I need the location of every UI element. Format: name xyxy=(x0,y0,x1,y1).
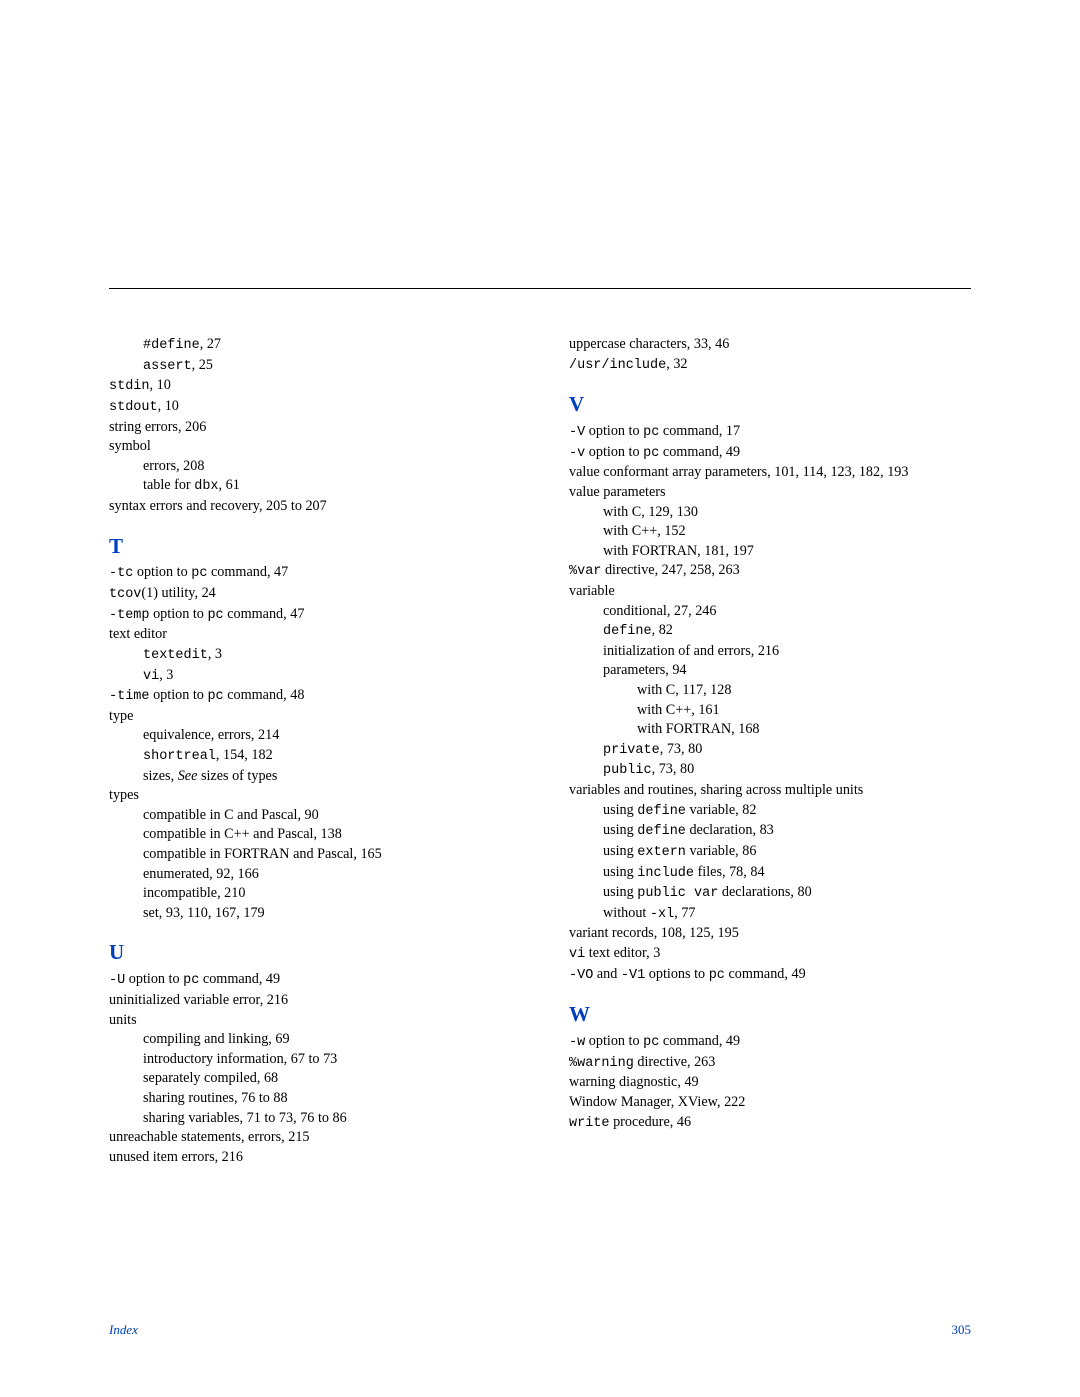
index-entry: errors, 208 xyxy=(109,457,511,477)
index-entry: types xyxy=(109,786,511,806)
index-entry: string errors, 206 xyxy=(109,418,511,438)
index-entry: variable xyxy=(569,582,971,602)
index-entry: value parameters xyxy=(569,483,971,503)
index-entry: /usr/include, 32 xyxy=(569,355,971,376)
index-entry: introductory information, 67 to 73 xyxy=(109,1050,511,1070)
index-entry: with FORTRAN, 168 xyxy=(569,720,971,740)
col2-W: -w option to pc command, 49%warning dire… xyxy=(569,1032,971,1133)
index-entry: sharing variables, 71 to 73, 76 to 86 xyxy=(109,1109,511,1129)
index-entry: using public var declarations, 80 xyxy=(569,883,971,904)
index-entry: using define declaration, 83 xyxy=(569,821,971,842)
col2-pre: uppercase characters, 33, 46/usr/include… xyxy=(569,335,971,375)
index-entry: parameters, 94 xyxy=(569,661,971,681)
index-entry: with FORTRAN, 181, 197 xyxy=(569,542,971,562)
index-entry: write procedure, 46 xyxy=(569,1113,971,1134)
index-entry: unused item errors, 216 xyxy=(109,1148,511,1168)
index-entry: assert, 25 xyxy=(109,356,511,377)
index-entry: unreachable statements, errors, 215 xyxy=(109,1128,511,1148)
index-entry: uninitialized variable error, 216 xyxy=(109,991,511,1011)
index-entry: -v option to pc command, 49 xyxy=(569,443,971,464)
index-entry: sharing routines, 76 to 88 xyxy=(109,1089,511,1109)
index-entry: units xyxy=(109,1011,511,1031)
index-entry: -V option to pc command, 17 xyxy=(569,422,971,443)
index-entry: with C++, 152 xyxy=(569,522,971,542)
index-entry: Window Manager, XView, 222 xyxy=(569,1093,971,1113)
index-entry: shortreal, 154, 182 xyxy=(109,746,511,767)
footer-title: Index xyxy=(109,1321,138,1339)
index-entry: private, 73, 80 xyxy=(569,740,971,761)
index-entry: -U option to pc command, 49 xyxy=(109,970,511,991)
index-entry: table for dbx, 61 xyxy=(109,476,511,497)
page: #define, 27assert, 25stdin, 10stdout, 10… xyxy=(0,0,1080,1397)
index-entry: -tc option to pc command, 47 xyxy=(109,563,511,584)
index-entry: compiling and linking, 69 xyxy=(109,1030,511,1050)
index-entry: conditional, 27, 246 xyxy=(569,602,971,622)
index-entry: initialization of and errors, 216 xyxy=(569,642,971,662)
index-entry: without -xl, 77 xyxy=(569,904,971,925)
page-footer: Index 305 xyxy=(109,1321,971,1339)
index-entry: with C, 129, 130 xyxy=(569,503,971,523)
index-entry: value conformant array parameters, 101, … xyxy=(569,463,971,483)
col1-T: -tc option to pc command, 47tcov(1) util… xyxy=(109,563,511,923)
index-entry: define, 82 xyxy=(569,621,971,642)
index-entry: -VO and -V1 options to pc command, 49 xyxy=(569,965,971,986)
index-entry: set, 93, 110, 167, 179 xyxy=(109,904,511,924)
index-entry: tcov(1) utility, 24 xyxy=(109,584,511,605)
index-entry: enumerated, 92, 166 xyxy=(109,865,511,885)
col1-U: -U option to pc command, 49uninitialized… xyxy=(109,970,511,1167)
index-entry: incompatible, 210 xyxy=(109,884,511,904)
index-entry: warning diagnostic, 49 xyxy=(569,1073,971,1093)
index-entry: stdin, 10 xyxy=(109,376,511,397)
index-entry: syntax errors and recovery, 205 to 207 xyxy=(109,497,511,517)
letter-W: W xyxy=(569,1000,971,1029)
index-entry: compatible in C and Pascal, 90 xyxy=(109,806,511,826)
index-columns: #define, 27assert, 25stdin, 10stdout, 10… xyxy=(109,335,971,1167)
letter-T: T xyxy=(109,532,511,561)
footer-page-num: 305 xyxy=(952,1321,972,1339)
index-entry: public, 73, 80 xyxy=(569,760,971,781)
index-entry: stdout, 10 xyxy=(109,397,511,418)
index-entry: compatible in FORTRAN and Pascal, 165 xyxy=(109,845,511,865)
index-entry: symbol xyxy=(109,437,511,457)
index-entry: variables and routines, sharing across m… xyxy=(569,781,971,801)
index-entry: compatible in C++ and Pascal, 138 xyxy=(109,825,511,845)
index-entry: variant records, 108, 125, 195 xyxy=(569,924,971,944)
header-rule xyxy=(109,288,971,289)
index-entry: vi text editor, 3 xyxy=(569,944,971,965)
col2-V: -V option to pc command, 17-v option to … xyxy=(569,422,971,985)
index-entry: textedit, 3 xyxy=(109,645,511,666)
index-entry: %warning directive, 263 xyxy=(569,1053,971,1074)
index-entry: vi, 3 xyxy=(109,666,511,687)
index-entry: sizes, See sizes of types xyxy=(109,767,511,787)
col1-pre: #define, 27assert, 25stdin, 10stdout, 10… xyxy=(109,335,511,517)
index-entry: -w option to pc command, 49 xyxy=(569,1032,971,1053)
index-entry: type xyxy=(109,707,511,727)
letter-V: V xyxy=(569,390,971,419)
index-entry: using define variable, 82 xyxy=(569,801,971,822)
index-entry: with C, 117, 128 xyxy=(569,681,971,701)
index-entry: separately compiled, 68 xyxy=(109,1069,511,1089)
index-entry: %var directive, 247, 258, 263 xyxy=(569,561,971,582)
index-entry: #define, 27 xyxy=(109,335,511,356)
letter-U: U xyxy=(109,938,511,967)
index-entry: using include files, 78, 84 xyxy=(569,863,971,884)
index-entry: equivalence, errors, 214 xyxy=(109,726,511,746)
index-entry: -temp option to pc command, 47 xyxy=(109,605,511,626)
index-entry: with C++, 161 xyxy=(569,701,971,721)
index-entry: using extern variable, 86 xyxy=(569,842,971,863)
index-entry: uppercase characters, 33, 46 xyxy=(569,335,971,355)
index-entry: -time option to pc command, 48 xyxy=(109,686,511,707)
index-entry: text editor xyxy=(109,625,511,645)
